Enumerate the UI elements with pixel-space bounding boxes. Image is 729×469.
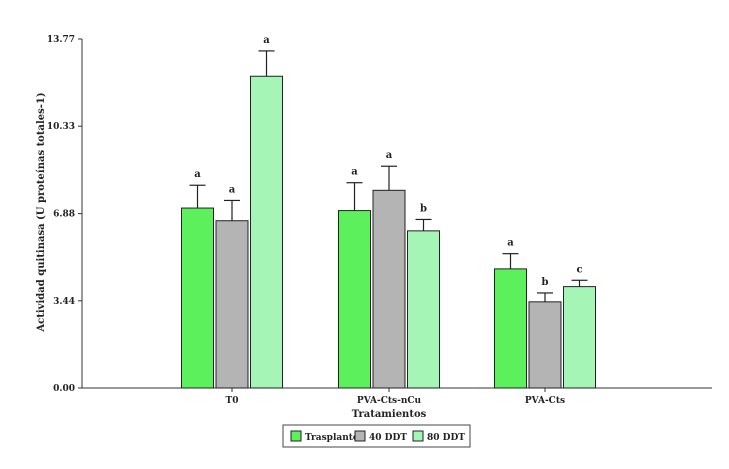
significance-letter: a [507,238,514,249]
legend-swatch [354,430,366,442]
y-axis: 0.00 3.44 6.88 10.33 13.77 [47,35,83,394]
x-tick-label: PVA-Cts-nCu [357,396,422,406]
bar [372,189,406,389]
bar [215,220,249,389]
x-axis: T0 PVA-Cts-nCu PVA-Cts [82,387,712,406]
significance-letter: a [263,35,270,46]
y-axis-title: Actividad quitinasa (U proteínas totales… [36,92,47,332]
bar [338,210,371,389]
bar [407,230,440,389]
bar [528,301,562,389]
y-tick-label: 10.33 [47,122,75,132]
significance-letter: c [576,264,582,275]
bar [563,286,596,389]
legend-swatch [290,430,302,442]
bar [250,75,283,389]
legend-label: Trasplante [305,433,359,443]
y-tick-label: 6.88 [53,210,75,220]
y-tick-label: 0.00 [53,384,75,394]
significance-letter: a [194,169,201,180]
significance-letter: a [229,184,236,195]
legend-swatch [412,430,424,442]
bar [494,268,527,389]
legend-label: 40 DDT [369,433,407,443]
significance-letters: a a a a a b a b c [194,35,582,288]
y-tick-label: 3.44 [53,297,75,307]
y-tick-label: 13.77 [47,35,75,45]
bars [181,75,596,389]
x-tick-label: PVA-Cts [525,396,565,406]
significance-letter: a [386,150,393,161]
significance-letter: b [420,203,427,214]
legend-label: 80 DDT [427,433,465,443]
error-bars [189,50,588,302]
bar [181,207,214,389]
legend: Trasplante 40 DDT 80 DDT [282,424,471,448]
significance-letter: b [542,277,549,288]
x-axis-title: Tratamientos [352,409,427,420]
x-tick-label: T0 [226,396,239,406]
significance-letter: a [351,167,358,178]
